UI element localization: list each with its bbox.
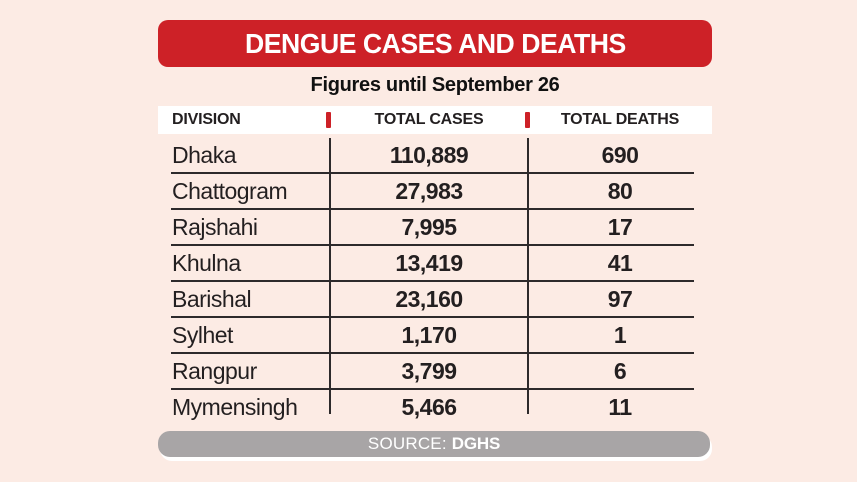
cell-total-deaths: 17 — [607, 213, 633, 240]
cell-total-cases: 1,170 — [401, 321, 457, 348]
cell-total-cases: 5,466 — [401, 393, 457, 420]
cell-total-cases: 7,995 — [401, 213, 457, 240]
table-body: Dhaka 110,889 690 Chattogram 27,983 80 R… — [158, 137, 712, 425]
column-header-total-deaths: TOTAL DEATHS — [560, 111, 680, 128]
cell-division: Sylhet — [172, 321, 233, 348]
cell-total-deaths: 1 — [613, 321, 627, 348]
cell-division: Dhaka — [172, 141, 236, 168]
column-header-total-cases: TOTAL CASES — [374, 111, 484, 128]
column-divider-line — [527, 138, 529, 414]
cell-division: Rangpur — [172, 357, 257, 384]
cell-total-cases: 13,419 — [395, 249, 463, 276]
cell-total-cases: 3,799 — [401, 357, 457, 384]
header-separator-bar — [326, 112, 331, 128]
cell-total-cases: 110,889 — [389, 141, 469, 168]
cell-total-deaths: 690 — [601, 141, 639, 168]
cell-division: Mymensingh — [172, 393, 298, 420]
cell-total-deaths: 97 — [607, 285, 633, 312]
source-value: DGHS — [451, 434, 501, 453]
cell-total-deaths: 80 — [607, 177, 633, 204]
source-label: SOURCE: — [367, 434, 447, 453]
table-row: Rajshahi 7,995 17 — [158, 209, 712, 246]
table-row: Barishal 23,160 97 — [158, 281, 712, 318]
cell-total-deaths: 41 — [607, 249, 633, 276]
table-row: Sylhet 1,170 1 — [158, 317, 712, 354]
column-header-division: DIVISION — [172, 111, 241, 128]
dengue-infographic: DENGUE CASES AND DEATHS Figures until Se… — [158, 20, 712, 457]
cell-division: Rajshahi — [172, 213, 258, 240]
cell-total-deaths: 6 — [613, 357, 627, 384]
page-title: DENGUE CASES AND DEATHS — [244, 27, 626, 59]
column-divider-line — [329, 138, 331, 414]
source-bar: SOURCE: DGHS — [158, 431, 710, 457]
cell-total-cases: 23,160 — [395, 285, 463, 312]
cell-total-cases: 27,983 — [395, 177, 463, 204]
subtitle: Figures until September 26 — [310, 74, 560, 96]
table-row: Chattogram 27,983 80 — [158, 173, 712, 210]
cell-total-deaths: 11 — [608, 393, 632, 420]
title-banner: DENGUE CASES AND DEATHS — [158, 20, 712, 67]
table-row: Rangpur 3,799 6 — [158, 353, 712, 390]
header-separator-bar — [525, 112, 530, 128]
table-header: DIVISION TOTAL CASES TOTAL DEATHS — [158, 106, 712, 134]
cell-division: Khulna — [172, 249, 241, 276]
cell-division: Chattogram — [172, 177, 288, 204]
cell-division: Barishal — [172, 285, 252, 312]
table-row: Dhaka 110,889 690 — [158, 137, 712, 174]
table-row: Mymensingh 5,466 11 — [158, 389, 712, 425]
table-row: Khulna 13,419 41 — [158, 245, 712, 282]
